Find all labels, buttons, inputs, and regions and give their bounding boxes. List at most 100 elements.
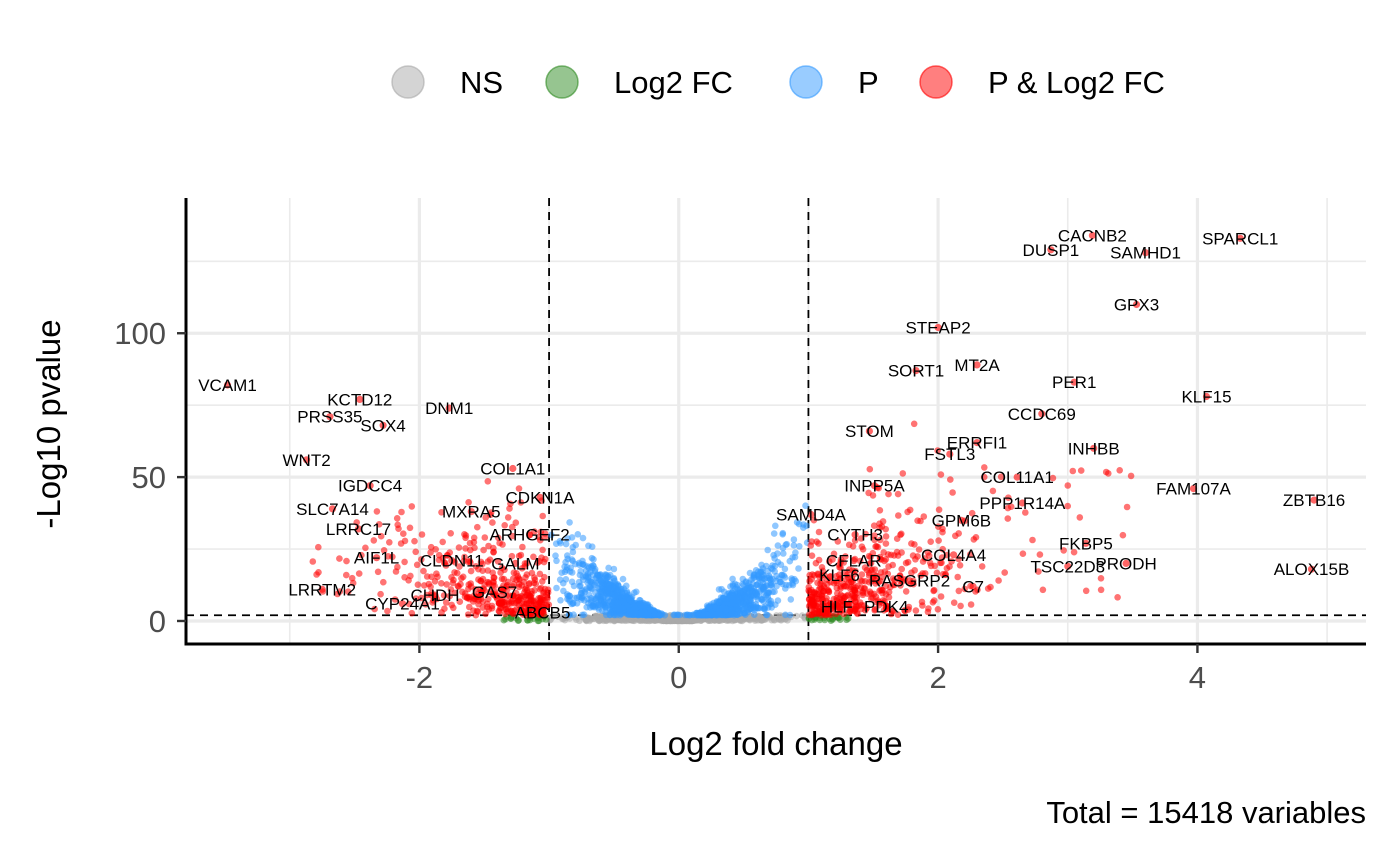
data-point-ns [793, 612, 800, 620]
data-point-pfc [856, 557, 864, 565]
data-point-pfc [418, 556, 425, 563]
data-point-p [612, 581, 619, 588]
data-point-pfc [893, 535, 901, 542]
data-point-pfc [499, 596, 506, 603]
data-point-pfc [989, 487, 997, 495]
data-point-pfc [1049, 474, 1057, 482]
data-point-pfc [820, 584, 828, 591]
labeled-point [398, 600, 407, 608]
data-point-p [750, 574, 757, 582]
gene-label: IGDCC4 [338, 477, 402, 496]
data-point-pfc [512, 589, 520, 597]
data-point-pfc [373, 508, 381, 515]
legend: NS Log2 FC P P & Log2 FC [391, 65, 1165, 100]
gene-label: C7 [962, 578, 984, 597]
data-point-pfc [489, 519, 496, 526]
data-point-pfc [371, 605, 378, 613]
data-point-pfc [1019, 550, 1027, 557]
labeled-point [1310, 496, 1318, 504]
data-point-p [773, 582, 780, 590]
data-point-pfc [1029, 536, 1036, 544]
data-point-pfc [539, 512, 546, 520]
data-point-pfc [1022, 509, 1029, 516]
labeled-point [1082, 539, 1090, 547]
data-point-p [564, 552, 571, 559]
data-point-pfc [512, 519, 520, 526]
data-point-pfc [822, 609, 829, 617]
labeled-point [1070, 378, 1078, 386]
gene-label: ALOX15B [1274, 560, 1350, 579]
data-point-pfc [915, 546, 923, 553]
data-point-pfc [808, 538, 815, 545]
x-tick-label: 4 [1189, 660, 1206, 695]
labeled-point [1047, 246, 1055, 254]
data-point-pfc [870, 522, 878, 529]
data-point-p [570, 611, 577, 618]
data-point-pfc [858, 571, 866, 578]
data-point-pfc [462, 534, 469, 542]
data-point-p [639, 611, 647, 619]
data-point-pfc [924, 608, 932, 616]
data-point-pfc [830, 550, 838, 558]
data-point-pfc [871, 532, 878, 539]
data-point-pfc [532, 580, 540, 588]
labeled-point [366, 482, 374, 490]
data-point-p [754, 596, 762, 603]
data-point-pfc [479, 567, 486, 574]
labeled-point [445, 404, 453, 412]
gene-label: CACNB2 [1058, 226, 1127, 245]
data-point-p [587, 585, 595, 592]
legend-key-pfc [919, 65, 953, 99]
gene-label: FAM107A [1156, 480, 1231, 499]
gene-label: CHDH [410, 586, 459, 605]
data-point-pfc [943, 551, 951, 559]
data-point-pfc [807, 598, 815, 605]
data-point-pfc [834, 590, 841, 597]
data-point-pfc [949, 489, 956, 496]
labeled-point [850, 557, 858, 565]
data-point-pfc [408, 503, 416, 510]
data-point-pfc [451, 569, 458, 576]
data-point-pfc [849, 543, 857, 550]
labeled-point [1307, 565, 1316, 573]
data-point-p [734, 611, 741, 619]
data-point-pfc [925, 552, 933, 559]
data-point-pfc [438, 609, 445, 616]
data-point-p [558, 569, 565, 576]
labeled-point [1132, 300, 1141, 309]
data-point-pfc [313, 571, 320, 578]
data-point-pfc [422, 601, 430, 608]
data-point-p [604, 573, 612, 581]
gene-label: ERRFI1 [947, 434, 1007, 453]
gene-label: ZBTB16 [1283, 491, 1345, 510]
data-point-pfc [827, 573, 834, 580]
data-point-ns [771, 617, 778, 624]
data-point-p [761, 605, 768, 612]
data-point-p [576, 561, 583, 568]
data-point-pfc [850, 595, 858, 602]
data-point-p [569, 557, 577, 565]
data-point-pfc [812, 559, 820, 567]
data-point-pfc [509, 532, 516, 540]
data-point-p [769, 588, 776, 596]
labeled-point [835, 571, 844, 579]
labeled-point [807, 510, 815, 519]
data-point-ns [758, 617, 766, 624]
labeled-point [448, 557, 456, 565]
data-point-p [594, 571, 601, 579]
data-point-pfc [816, 573, 823, 581]
data-point-pfc [448, 601, 456, 609]
data-point-pfc [821, 572, 828, 579]
data-point-p [789, 580, 796, 587]
data-point-p [569, 548, 577, 556]
data-point-pfc [384, 607, 391, 615]
data-point-pfc [427, 543, 435, 551]
data-point-pfc [438, 509, 445, 516]
data-point-pfc [899, 470, 907, 477]
labeled-point [870, 482, 879, 490]
data-point-pfc [442, 599, 450, 606]
data-point-p [579, 534, 587, 542]
data-point-pfc [474, 523, 481, 531]
data-point-pfc [980, 473, 988, 481]
